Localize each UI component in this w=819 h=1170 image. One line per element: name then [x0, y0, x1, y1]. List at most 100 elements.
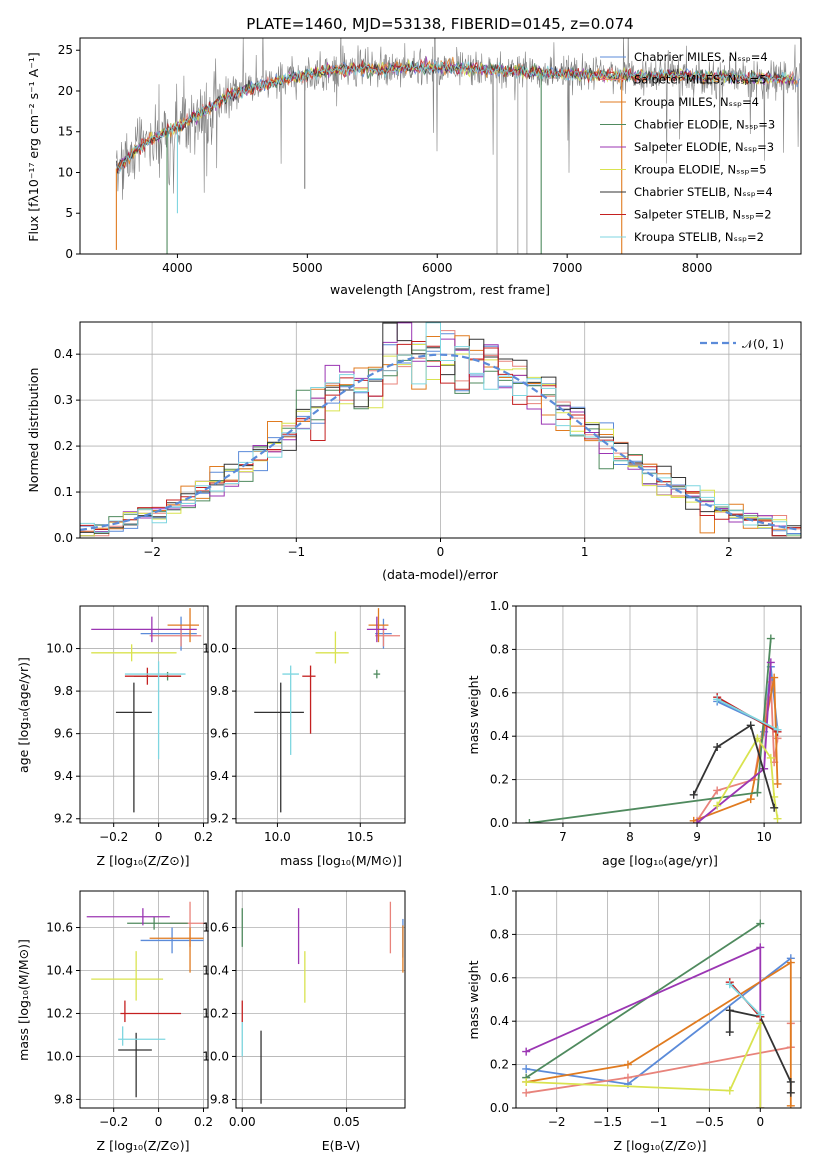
age-weight-frame: [515, 605, 802, 824]
mass-age-marks: [254, 608, 401, 813]
age-weight-ytick-label: 0.0: [490, 816, 509, 830]
z-weight-xtick-label: −2: [548, 1115, 566, 1129]
salpeter-elodie-weight-point: [766, 658, 775, 667]
kroupa-elodie-weight-point: [725, 1086, 734, 1095]
kroupa-stelib-legend-label: Kroupa STELIB, Nₛₛₚ=2: [634, 230, 764, 244]
residuals-ytick-label: 0.4: [54, 347, 73, 361]
chabrier-miles-weight-point: [522, 1064, 531, 1073]
ebv-mass-ytick-label: 9.8: [210, 1092, 229, 1106]
kroupa-stelib-residual-histogram: [80, 322, 801, 537]
spectrum-panel: PLATE=1460, MJD=53138, FIBERID=0145, z=0…: [26, 15, 802, 297]
z-age-panel: −0.2 0 0.2 9.2 9.4 9.6 9.8 10.0 Z [log₁₀(Z/Z⊙)]…: [16, 605, 213, 868]
residuals-xtick-label: 0: [437, 545, 445, 559]
ebv-mass-marks: [241, 901, 404, 1104]
z-age-ytick-label: 9.6: [54, 727, 73, 741]
ebv-mass-ytick-label: 10.4: [202, 963, 229, 977]
residuals-panel: −2 −1 0 1 2 0.0 0.1 0.2 0.3 0.4 𝒩(0, 1) (data-mode…: [26, 321, 802, 582]
age-weight-xtick-label: 9: [693, 830, 701, 844]
residuals-ytick-label: 0.2: [54, 439, 73, 453]
chabrier-stelib-weight-point: [713, 743, 722, 752]
spectrum-legend: Chabrier MILES, Nₛₛₚ=4 Salpeter MILES, Nₛ…: [600, 50, 775, 244]
kroupa-miles-weight-point: [773, 779, 782, 788]
mass-age-frame: [235, 605, 406, 824]
spectrum-marks: [115, 38, 801, 254]
spectrum-ylabel: Flux [fλ10⁻¹⁷ erg cm⁻² s⁻¹ A⁻¹]: [26, 52, 41, 241]
spectrum-xlabel: wavelength [Angstrom, rest frame]: [330, 282, 550, 297]
chabrier-elodie-weight-point: [525, 819, 534, 823]
z-mass-ytick-label: 10.2: [46, 1006, 73, 1020]
z-mass-ylabel: mass [log₁₀(M/M⊙)]: [16, 939, 31, 1061]
z-weight-ytick-label: 0.2: [490, 1058, 509, 1072]
z-age-ytick-label: 9.8: [54, 684, 73, 698]
kroupa-miles-weight-point: [746, 795, 755, 804]
mass-age-plot: 10.0 10.5 9.2 9.4 9.6 9.8 10.0: [202, 605, 406, 844]
normal-legend-label: 𝒩(0, 1): [742, 337, 784, 351]
z-mass-ytick-label: 10.6: [46, 921, 73, 935]
age-weight-panel: 7 8 9 10 0.0 0.2 0.4 0.6 0.8 1.0 age [log₁₀(age/y…: [466, 599, 802, 868]
kroupa-miles-weight-point: [786, 958, 795, 967]
residuals-xtick-label: −1: [287, 545, 305, 559]
z-age-ytick-label: 9.4: [54, 769, 73, 783]
kroupa-stelib-model-line: [117, 60, 790, 173]
z-mass-xtick-label: −0.2: [99, 1115, 128, 1129]
z-age-ytick-label: 10.0: [46, 642, 73, 656]
z-weight-panel: −2 −1.5 −1 −0.5 0 0.0 0.2 0.4 0.6 0.8 1.0 Z [log₁₀…: [466, 884, 802, 1153]
salpeter-miles-weight-point: [713, 786, 722, 795]
ebv-mass-ytick-label: 10.2: [202, 1006, 229, 1020]
chabrier-stelib-weight-point: [725, 1028, 734, 1037]
z-mass-panel: −0.2 0 0.2 9.8 10.0 10.2 10.4 10.6 Z [log₁₀(Z/Z…: [16, 890, 213, 1153]
chabrier-stelib-weight-point: [746, 721, 755, 730]
residuals-xtick-label: 2: [725, 545, 733, 559]
spectrum-xtick-label: 8000: [682, 261, 713, 275]
kroupa-elodie-weight-line: [716, 736, 779, 819]
z-weight-xlabel: Z [log₁₀(Z/Z⊙)]: [614, 1138, 707, 1153]
mass-age-xtick-label: 10.0: [264, 830, 291, 844]
age-weight-ytick-label: 1.0: [490, 599, 509, 613]
z-weight-ytick-label: 0.4: [490, 1014, 509, 1028]
age-weight-ytick-label: 0.8: [490, 642, 509, 656]
age-weight-ylabel: mass weight: [466, 675, 481, 754]
z-mass-xtick-label: 0.2: [194, 1115, 213, 1129]
mass-age-ytick-label: 10.0: [202, 642, 229, 656]
kroupa-stelib-weight-point: [773, 725, 782, 734]
salpeter-elodie-weight-point: [693, 819, 702, 823]
kroupa-elodie-weight-line: [526, 1023, 762, 1108]
z-age-xtick-label: −0.2: [99, 830, 128, 844]
ebv-mass-xlabel: E(B-V): [322, 1138, 361, 1153]
normal-distribution-curve: [80, 353, 801, 531]
spectrum-xtick-label: 5000: [292, 261, 323, 275]
spectrum-xtick-label: 6000: [422, 261, 453, 275]
salpeter-elodie-weight-point: [756, 943, 765, 952]
spectrum-title: PLATE=1460, MJD=53138, FIBERID=0145, z=0…: [246, 15, 633, 33]
residuals-frame: [79, 321, 802, 539]
salpeter-miles-weight-point: [522, 1088, 531, 1097]
z-mass-ytick-label: 10.0: [46, 1049, 73, 1063]
spectrum-ytick-label: 25: [58, 43, 73, 57]
chabrier-elodie-weight-line: [529, 638, 772, 823]
spectrum-ytick-label: 15: [58, 125, 73, 139]
z-mass-plot: −0.2 0 0.2 9.8 10.0 10.2 10.4 10.6: [46, 890, 213, 1129]
salpeter-miles-legend-label: Salpeter MILES, Nₛₛₚ=5: [634, 73, 767, 87]
chabrier-elodie-weight-point: [766, 634, 775, 643]
kroupa-miles-weight-point: [770, 673, 779, 682]
ebv-mass-plot: 0.00 0.05 9.8 10.0 10.2 10.4 10.6: [202, 890, 406, 1129]
salpeter-elodie-legend-label: Salpeter ELODIE, Nₛₛₚ=3: [634, 140, 774, 154]
kroupa-miles-weight-point: [623, 1060, 632, 1069]
salpeter-miles-weight-point: [623, 1073, 632, 1082]
z-weight-frame: [515, 890, 802, 1109]
kroupa-miles-weight-line: [526, 960, 792, 1106]
z-age-ytick-label: 9.2: [54, 812, 73, 826]
spectrum-ytick-label: 10: [58, 165, 73, 179]
residuals-marks: [80, 322, 801, 537]
kroupa-miles-legend-label: Kroupa MILES, Nₛₛₚ=4: [634, 95, 759, 109]
z-mass-xlabel: Z [log₁₀(Z/Z⊙)]: [97, 1138, 190, 1153]
kroupa-stelib-weight-point: [725, 980, 734, 989]
salpeter-stelib-legend-label: Salpeter STELIB, Nₛₛₚ=2: [634, 208, 772, 222]
kroupa-elodie-weight-point: [756, 1104, 765, 1108]
residuals-xtick-label: 1: [581, 545, 589, 559]
kroupa-elodie-weight-point: [713, 801, 722, 810]
kroupa-stelib-weight-point: [756, 1010, 765, 1019]
age-weight-marks: [525, 634, 782, 823]
age-weight-ytick-label: 0.6: [490, 686, 509, 700]
